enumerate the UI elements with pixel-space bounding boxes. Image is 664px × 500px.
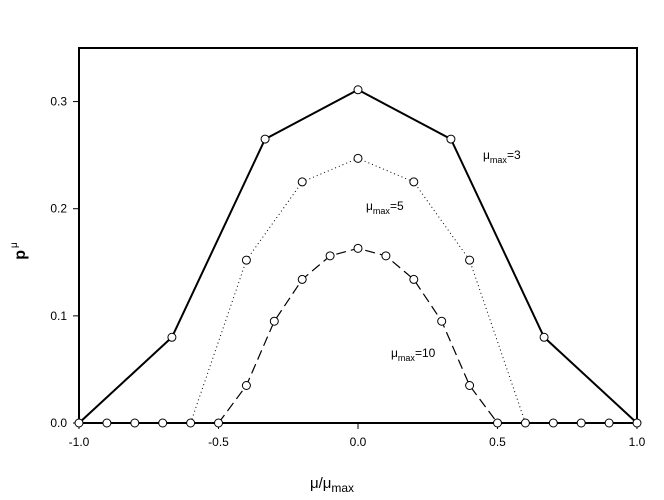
data-point — [353, 85, 363, 95]
series-line-3 — [218, 247, 498, 424]
data-point — [381, 251, 391, 261]
data-point — [241, 381, 251, 390]
data-point — [493, 418, 502, 428]
data-point — [167, 332, 177, 342]
data-point — [297, 177, 307, 187]
data-point — [576, 418, 586, 428]
data-point — [269, 316, 279, 326]
series-line-1 — [78, 88, 638, 424]
data-point — [520, 418, 530, 428]
series-annotation: μmax=10 — [391, 346, 436, 363]
data-point — [353, 243, 363, 253]
data-point — [214, 418, 223, 428]
data-point — [241, 255, 251, 265]
series-annotation: μmax=3 — [483, 148, 521, 165]
x-tick-label: 0.0 — [350, 435, 367, 449]
data-point — [158, 418, 168, 428]
data-point — [409, 177, 419, 187]
series-annotation: μmax=5 — [366, 199, 404, 216]
data-point — [409, 274, 419, 284]
x-axis-title: μ/μmax — [310, 475, 354, 495]
data-point — [437, 316, 447, 326]
y-axis-title: pμ — [9, 242, 29, 260]
plot-frame — [78, 47, 638, 424]
x-tick-label: 1.0 — [629, 435, 646, 449]
data-point — [186, 418, 196, 428]
y-tick-label: 0.3 — [50, 95, 67, 109]
x-tick-label: -0.5 — [208, 435, 229, 449]
x-tick-label: 0.5 — [489, 435, 506, 449]
y-tick-label: 0.2 — [50, 202, 67, 216]
data-point — [539, 332, 549, 342]
data-point — [130, 418, 140, 428]
data-point — [632, 418, 642, 428]
series-line-2 — [190, 157, 526, 424]
data-point — [325, 251, 335, 261]
data-point — [74, 418, 84, 428]
data-point — [260, 134, 270, 144]
data-point — [446, 134, 456, 144]
data-point — [102, 418, 112, 428]
y-tick-label: 0.1 — [50, 309, 67, 323]
data-point — [465, 255, 475, 265]
data-point — [353, 153, 363, 163]
data-point — [604, 418, 614, 428]
data-point — [297, 274, 307, 284]
y-tick-label: 0.0 — [50, 416, 67, 430]
data-point — [465, 381, 475, 390]
x-tick-label: -1.0 — [69, 435, 90, 449]
data-point — [548, 418, 558, 428]
